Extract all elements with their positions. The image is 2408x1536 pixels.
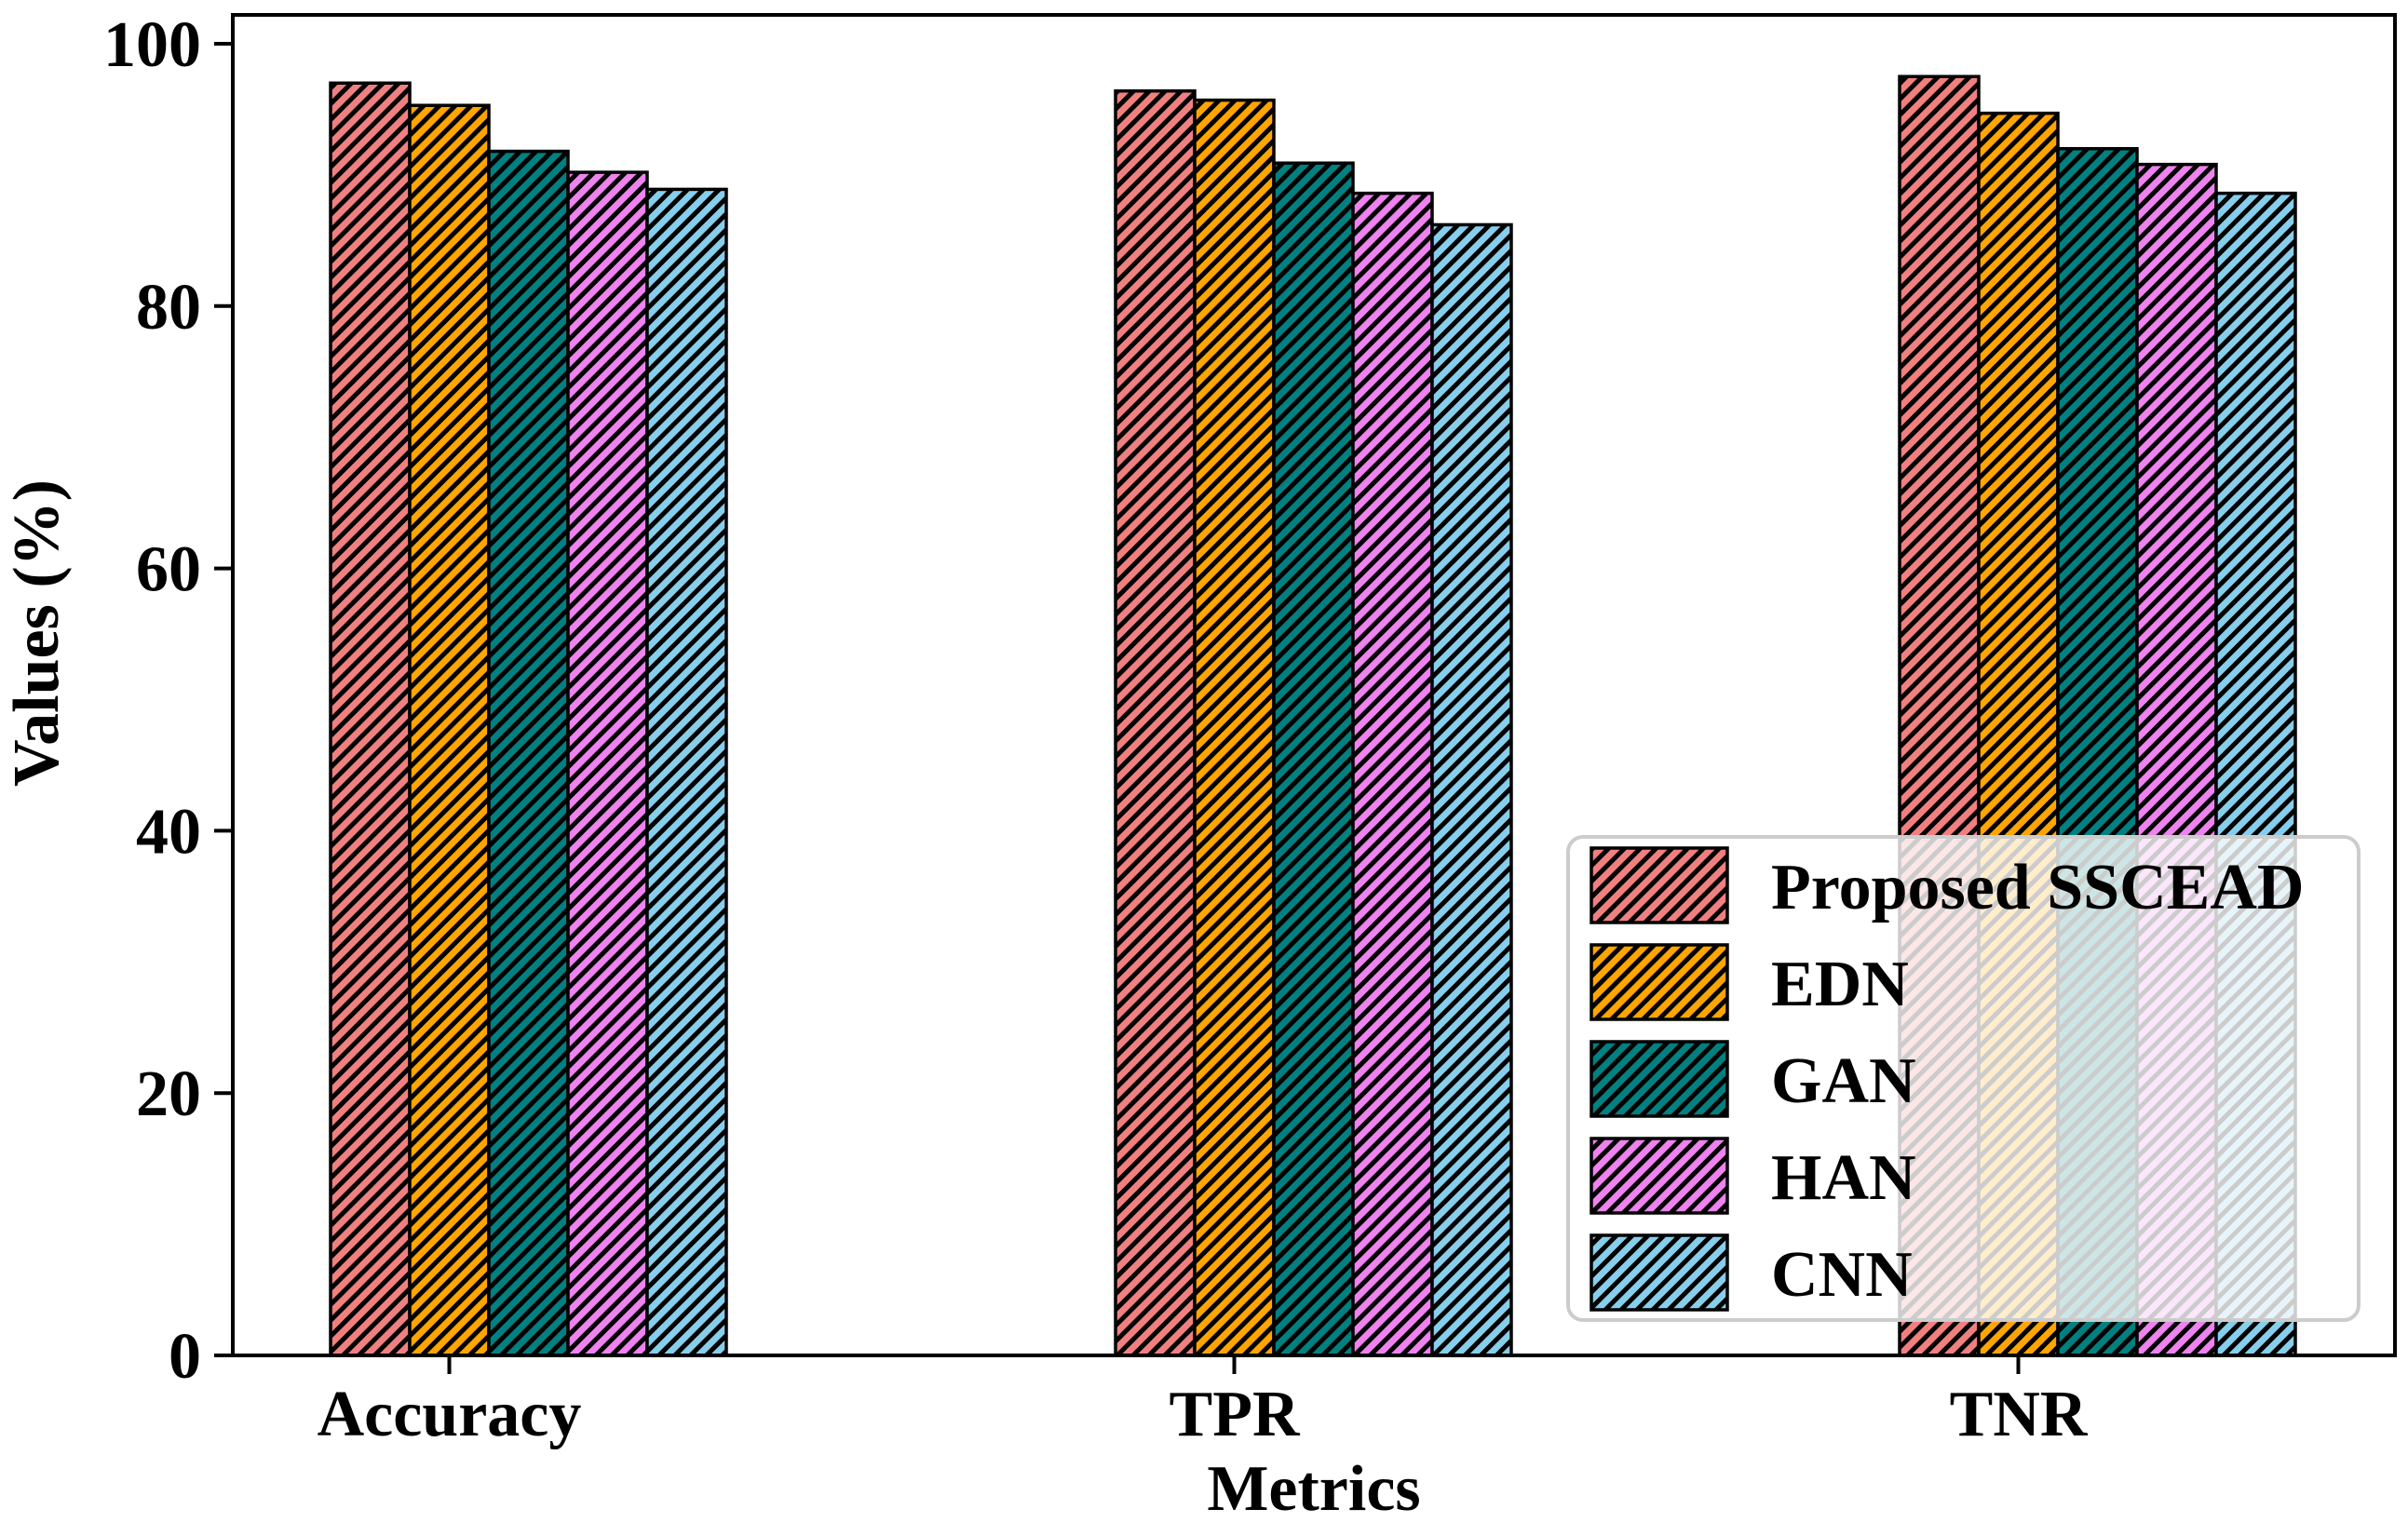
legend-label-1: EDN bbox=[1771, 949, 1909, 1020]
bar-hatch-accuracy-2 bbox=[489, 151, 568, 1356]
bar-hatch-tpr-0 bbox=[1116, 90, 1195, 1355]
bar-hatch-tpr-4 bbox=[1432, 224, 1511, 1355]
legend-label-3: HAN bbox=[1771, 1142, 1916, 1214]
y-tick-label: 100 bbox=[103, 9, 201, 81]
legend-swatch-hatch-0 bbox=[1591, 848, 1727, 923]
legend-swatch-hatch-3 bbox=[1591, 1139, 1727, 1213]
legend-swatch-edge-1 bbox=[1590, 943, 1729, 1021]
y-tick-label: 40 bbox=[136, 796, 201, 868]
legend-swatch-hatch-1 bbox=[1591, 945, 1727, 1019]
legend-swatch-edge-4 bbox=[1590, 1233, 1729, 1312]
bar-hatch-accuracy-1 bbox=[410, 105, 489, 1355]
x-tick-label-tpr: TPR bbox=[1170, 1379, 1301, 1450]
plot-border bbox=[231, 13, 2397, 1357]
legend-label-4: CNN bbox=[1771, 1239, 1913, 1311]
y-axis-label: Values (%) bbox=[1, 479, 73, 787]
bar-hatch-accuracy-3 bbox=[568, 172, 647, 1355]
bar-hatch-accuracy-4 bbox=[647, 189, 726, 1355]
legend-swatch-edge-0 bbox=[1590, 846, 1729, 924]
y-tick-label: 80 bbox=[136, 272, 201, 344]
y-tick-label: 20 bbox=[136, 1058, 201, 1130]
y-tick-label: 0 bbox=[169, 1321, 201, 1393]
x-tick-label-accuracy: Accuracy bbox=[318, 1379, 582, 1450]
legend-label-0: Proposed SSCEAD bbox=[1771, 852, 2304, 923]
bar-hatch-tpr-1 bbox=[1195, 100, 1274, 1355]
legend-label-2: GAN bbox=[1771, 1045, 1916, 1117]
legend-box bbox=[1566, 835, 2361, 1322]
legend-swatch-hatch-4 bbox=[1591, 1235, 1727, 1310]
bar-hatch-accuracy-0 bbox=[331, 83, 410, 1355]
x-axis-label: Metrics bbox=[1207, 1453, 1420, 1525]
legend-swatch-edge-2 bbox=[1590, 1040, 1729, 1118]
y-tick-label: 60 bbox=[136, 534, 201, 606]
bar-hatch-tpr-3 bbox=[1353, 193, 1432, 1356]
bar-hatch-tpr-2 bbox=[1274, 163, 1353, 1355]
x-tick-label-tnr: TNR bbox=[1950, 1379, 2089, 1450]
legend-swatch-hatch-2 bbox=[1591, 1042, 1727, 1116]
legend-swatch-edge-3 bbox=[1590, 1137, 1729, 1215]
